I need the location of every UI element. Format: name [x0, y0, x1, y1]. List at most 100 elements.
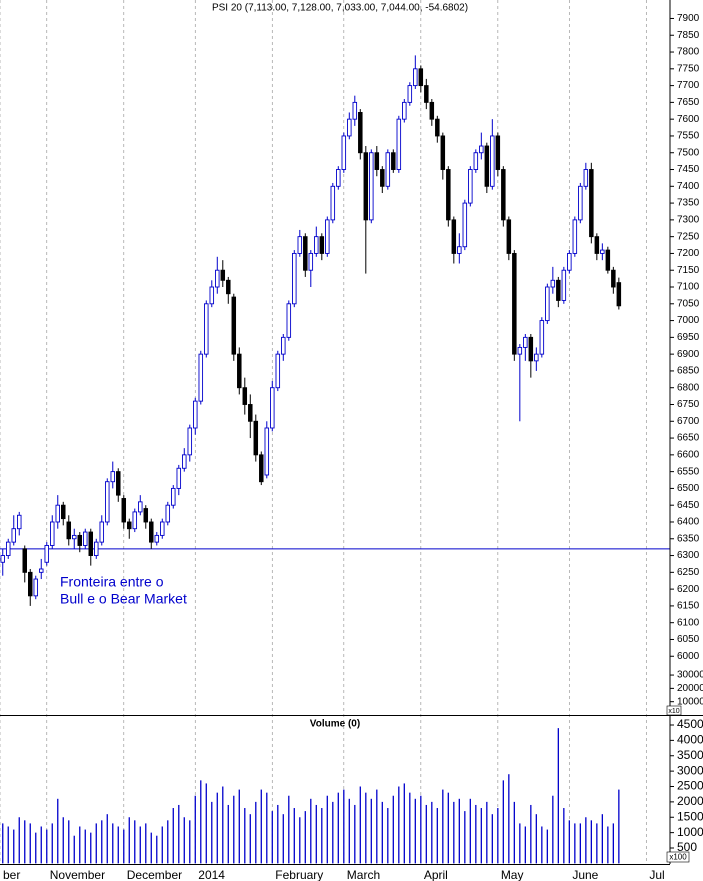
candle-body: [110, 471, 116, 483]
y-tick-label: 6950: [677, 332, 700, 343]
candle-body: [226, 279, 231, 295]
candle-body: [160, 521, 165, 536]
candle-body: [616, 282, 622, 307]
y-tick-label: 7450: [677, 164, 700, 175]
candle-body: [512, 252, 517, 355]
candle-body: [22, 548, 28, 573]
y2-tick-label: 30000: [677, 670, 703, 681]
y-tick-label: 6050: [677, 634, 700, 645]
y-tick-label: 7700: [677, 80, 700, 91]
candle-body: [17, 514, 22, 530]
candle-body: [479, 145, 484, 154]
y-tick-label: 7850: [677, 30, 700, 41]
candle-body: [429, 101, 435, 120]
y-tick-label: 7400: [677, 181, 700, 192]
y-tick-label: 1500: [677, 809, 703, 823]
candle-body: [341, 135, 347, 170]
candle-body: [259, 454, 264, 483]
candle-body: [72, 534, 77, 540]
candle-body: [611, 269, 616, 288]
unit-box: [666, 705, 682, 716]
candle-body: [528, 336, 534, 362]
candle-body: [44, 545, 50, 563]
candle-body: [358, 112, 363, 154]
candle-body: [171, 487, 176, 506]
y-tick-label: 6450: [677, 500, 700, 511]
candle-body: [385, 152, 391, 187]
candle-body: [484, 145, 490, 187]
unit-label: x10: [668, 708, 679, 715]
y-tick-label: 7100: [677, 282, 700, 293]
candle-body: [303, 236, 308, 271]
candle-body: [523, 336, 528, 348]
candle-body: [506, 219, 512, 254]
y-tick-label: 6350: [677, 533, 700, 544]
candle-body: [380, 169, 385, 187]
candle-body: [336, 169, 341, 187]
candle-body: [578, 185, 583, 221]
y-tick-label: 6600: [677, 449, 700, 460]
candle-body: [143, 508, 149, 523]
candle-body: [209, 286, 215, 305]
candle-body: [517, 346, 523, 355]
x-tick-label: November: [50, 868, 105, 881]
candle-body: [127, 521, 132, 530]
y2-tick-label: 20000: [677, 683, 703, 694]
candle-body: [121, 498, 127, 523]
candle-body: [0, 555, 6, 563]
candle-body: [61, 504, 66, 520]
candle-body: [132, 511, 138, 530]
candle-body: [6, 541, 11, 557]
candle-body: [583, 169, 589, 187]
y-tick-label: 2500: [677, 779, 703, 793]
candle-body: [545, 286, 550, 322]
candle-body: [594, 236, 600, 254]
candle-body: [473, 152, 479, 170]
candle-body: [347, 118, 352, 137]
candle-body: [220, 269, 226, 281]
candle-body: [539, 320, 545, 355]
candle-body: [374, 152, 380, 170]
y-tick-label: 6000: [677, 651, 700, 662]
x-tick-label: April: [424, 868, 448, 881]
volume-title: Volume (0): [310, 719, 360, 730]
candle-body: [413, 68, 418, 87]
candle-body: [369, 152, 374, 221]
candle-body: [490, 135, 495, 187]
candle-body: [55, 504, 61, 523]
x-tick-label: March: [347, 868, 380, 881]
unit-box: [666, 851, 690, 863]
y-tick-label: 7800: [677, 47, 700, 58]
candle-body: [330, 185, 336, 221]
x-tick-label: February: [275, 868, 323, 881]
candle-body: [182, 454, 187, 469]
candle-body: [77, 534, 83, 546]
y-tick-label: 6500: [677, 483, 700, 494]
candle-body: [286, 303, 292, 338]
x-tick-label: ber: [3, 868, 20, 881]
x-tick-label: Jul: [649, 868, 664, 881]
candle-body: [435, 118, 440, 137]
candle-body: [99, 521, 105, 543]
candle-body: [325, 219, 330, 254]
y-tick-label: 6750: [677, 399, 700, 410]
y-tick-label: 7350: [677, 198, 700, 209]
candle-body: [308, 252, 314, 271]
y-tick-label: 7200: [677, 248, 700, 259]
y-tick-label: 7000: [677, 315, 700, 326]
candle-body: [297, 236, 303, 254]
candle-body: [501, 169, 506, 221]
candle-body: [600, 249, 605, 254]
candle-body: [83, 531, 88, 546]
y-tick-label: 7550: [677, 131, 700, 142]
annotation: Bull e o Bear Market: [60, 591, 187, 607]
candle-body: [154, 534, 160, 543]
candle-body: [446, 169, 451, 221]
y-tick-label: 6900: [677, 349, 700, 360]
y-tick-label: 6700: [677, 416, 700, 427]
candle-body: [50, 521, 55, 546]
candle-body: [270, 387, 275, 429]
y-tick-label: 7500: [677, 147, 700, 158]
candle-body: [424, 85, 429, 103]
candle-body: [407, 85, 413, 103]
